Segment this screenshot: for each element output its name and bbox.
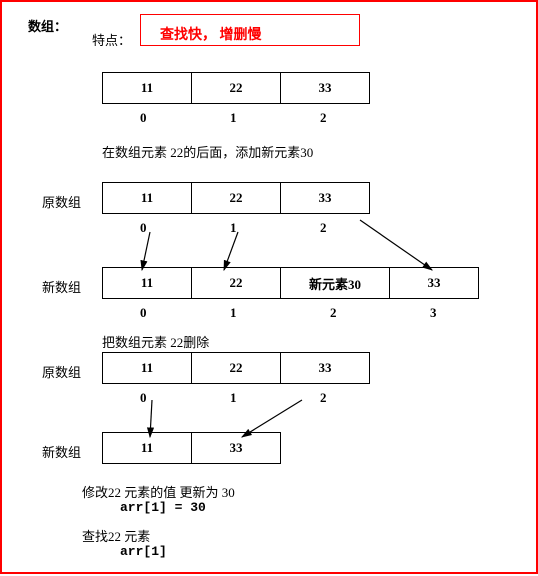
cell: 33 xyxy=(280,182,370,214)
sublabel: 特点： xyxy=(92,30,131,49)
idx: 1 xyxy=(230,110,237,126)
insert-new: 11 22 新元素30 33 xyxy=(102,267,479,299)
idx: 1 xyxy=(230,220,237,236)
cell: 11 xyxy=(102,72,192,104)
idx: 0 xyxy=(140,110,147,126)
cell: 22 xyxy=(191,72,281,104)
diagram-container: 数组： 特点： 查找快， 增删慢 11 22 33 0 1 2 在数组元素 22… xyxy=(0,0,538,574)
delete-caption: 把数组元素 22删除 xyxy=(102,332,209,351)
idx: 0 xyxy=(140,390,147,406)
idx: 2 xyxy=(320,220,327,236)
idx: 2 xyxy=(320,390,327,406)
cell: 11 xyxy=(102,352,192,384)
cell: 22 xyxy=(191,182,281,214)
idx: 0 xyxy=(140,220,147,236)
cell: 11 xyxy=(102,432,192,464)
search-caption: 查找22 元素 xyxy=(82,526,150,545)
insert-caption: 在数组元素 22的后面，添加新元素30 xyxy=(102,142,313,161)
modify-caption: 修改22 元素的值 更新为 30 xyxy=(82,482,235,501)
cell: 11 xyxy=(102,182,192,214)
insert-original: 11 22 33 xyxy=(102,182,370,214)
label-original: 原数组 xyxy=(42,192,81,211)
label-new: 新数组 xyxy=(42,442,81,461)
cell: 新元素30 xyxy=(280,267,390,299)
title: 数组： xyxy=(28,16,67,35)
cell: 33 xyxy=(191,432,281,464)
cell: 33 xyxy=(280,72,370,104)
cell: 22 xyxy=(191,352,281,384)
cell: 11 xyxy=(102,267,192,299)
cell: 22 xyxy=(191,267,281,299)
cell: 33 xyxy=(389,267,479,299)
modify-code: arr[1] = 30 xyxy=(120,500,206,515)
array1: 11 22 33 xyxy=(102,72,370,104)
highlight-text: 查找快， 增删慢 xyxy=(160,24,262,44)
delete-new: 11 33 xyxy=(102,432,281,464)
search-code: arr[1] xyxy=(120,544,167,559)
idx: 1 xyxy=(230,390,237,406)
label-new: 新数组 xyxy=(42,277,81,296)
label-original: 原数组 xyxy=(42,362,81,381)
delete-original: 11 22 33 xyxy=(102,352,370,384)
idx: 2 xyxy=(330,305,337,321)
idx: 1 xyxy=(230,305,237,321)
idx: 2 xyxy=(320,110,327,126)
idx: 3 xyxy=(430,305,437,321)
idx: 0 xyxy=(140,305,147,321)
cell: 33 xyxy=(280,352,370,384)
